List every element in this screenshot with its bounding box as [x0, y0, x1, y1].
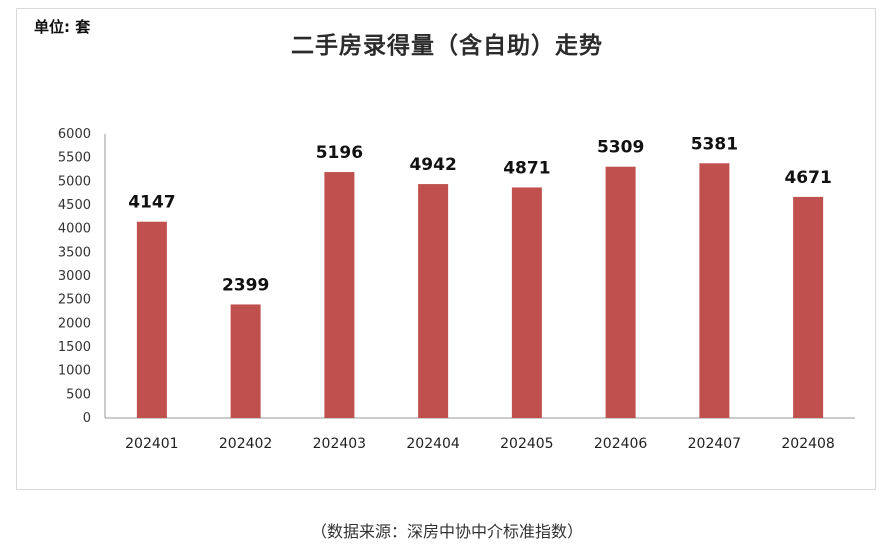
bars [136, 163, 824, 418]
x-tick-label: 202403 [313, 436, 366, 452]
y-tick-label: 3000 [58, 269, 91, 284]
bar [793, 196, 824, 418]
y-tick-label: 500 [66, 387, 91, 402]
x-tick-label: 202407 [688, 436, 741, 452]
value-label: 5381 [691, 134, 738, 154]
y-tick-label: 1500 [58, 340, 91, 355]
y-tick-label: 5000 [58, 174, 91, 189]
y-tick-label: 0 [83, 411, 91, 426]
x-tick-label: 202401 [125, 436, 178, 452]
value-label: 4671 [784, 168, 831, 188]
value-label: 4147 [128, 193, 175, 213]
bar [230, 304, 261, 418]
source-note: （数据来源：深房中协中介标准指数） [310, 522, 583, 541]
value-label: 5196 [316, 143, 363, 163]
bar [324, 172, 355, 418]
x-tick-label: 202405 [500, 436, 553, 452]
value-label: 5309 [597, 138, 644, 158]
bar [136, 221, 167, 418]
x-tick-label: 202404 [406, 436, 460, 452]
x-tick-label: 202408 [781, 436, 834, 452]
y-tick-label: 5500 [58, 151, 91, 166]
y-tick-label: 3500 [58, 245, 91, 260]
value-label: 4871 [503, 158, 550, 178]
y-tick-label: 2000 [58, 316, 91, 331]
bar [511, 187, 542, 418]
value-label: 2399 [222, 275, 269, 295]
y-tick-label: 6000 [58, 127, 91, 142]
y-tick-label: 4500 [58, 198, 91, 213]
bar [699, 163, 730, 418]
x-tick-labels: 202401 202402 202403 202404 202405 202406 2024… [125, 436, 835, 452]
x-tick-label: 202406 [594, 436, 648, 452]
x-tick-label: 202402 [219, 436, 272, 452]
value-labels: 4147 2399 5196 4942 4871 5309 5381 4671 [128, 134, 832, 295]
y-tick-label: 2500 [58, 293, 91, 308]
bar [418, 184, 449, 418]
value-label: 4942 [409, 155, 456, 175]
y-tick-label: 1000 [58, 364, 91, 379]
y-tick-labels: 0 500 1000 1500 2000 2500 3000 3500 4000 4500 5000… [58, 127, 91, 426]
unit-label: 单位: 套 [34, 18, 91, 36]
bar [605, 166, 636, 418]
y-tick-label: 4000 [58, 222, 91, 237]
chart-title: 二手房录得量（含自助）走势 [291, 32, 603, 59]
